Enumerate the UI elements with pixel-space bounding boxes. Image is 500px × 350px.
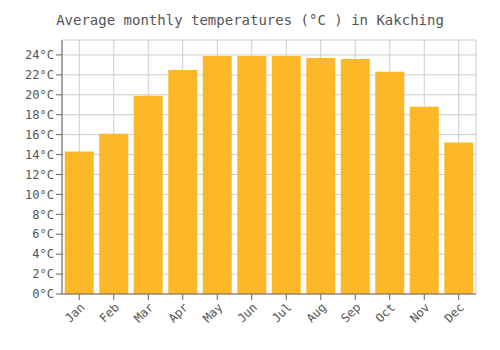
html-text:Average monthly temperatures (: Average monthly temperatures (°C ) in Ka… xyxy=(56,12,444,28)
svg-text:May: May xyxy=(200,300,225,325)
svg-text:Apr: Apr xyxy=(166,300,191,325)
svg-text:Mar: Mar xyxy=(131,300,156,325)
svg-text:2°C: 2°C xyxy=(32,267,54,281)
svg-text:Feb: Feb xyxy=(97,300,122,325)
svg-text:22°C: 22°C xyxy=(25,68,54,82)
svg-text:8°C: 8°C xyxy=(32,208,54,222)
svg-text:14°C: 14°C xyxy=(25,148,54,162)
svg-text:12°C: 12°C xyxy=(25,168,54,182)
svg-text:10°C: 10°C xyxy=(25,188,54,202)
svg-text:6°C: 6°C xyxy=(32,227,54,241)
svg-text:0°C: 0°C xyxy=(32,287,54,301)
svg-text:Aug: Aug xyxy=(304,300,329,325)
svg-text:24°C: 24°C xyxy=(25,48,54,62)
svg-text:Sep: Sep xyxy=(338,300,363,325)
svg-text:Jul: Jul xyxy=(269,300,294,325)
svg-text:Dec: Dec xyxy=(442,300,467,325)
svg-text:16°C: 16°C xyxy=(25,128,54,142)
svg-text:20°C: 20°C xyxy=(25,88,54,102)
svg-text:Jun: Jun xyxy=(235,300,260,325)
svg-text:Oct: Oct xyxy=(373,300,398,325)
svg-text:Nov: Nov xyxy=(407,300,432,325)
svg-text:18°C: 18°C xyxy=(25,108,54,122)
svg-text:4°C: 4°C xyxy=(32,247,54,261)
svg-text:Jan: Jan xyxy=(62,300,87,325)
